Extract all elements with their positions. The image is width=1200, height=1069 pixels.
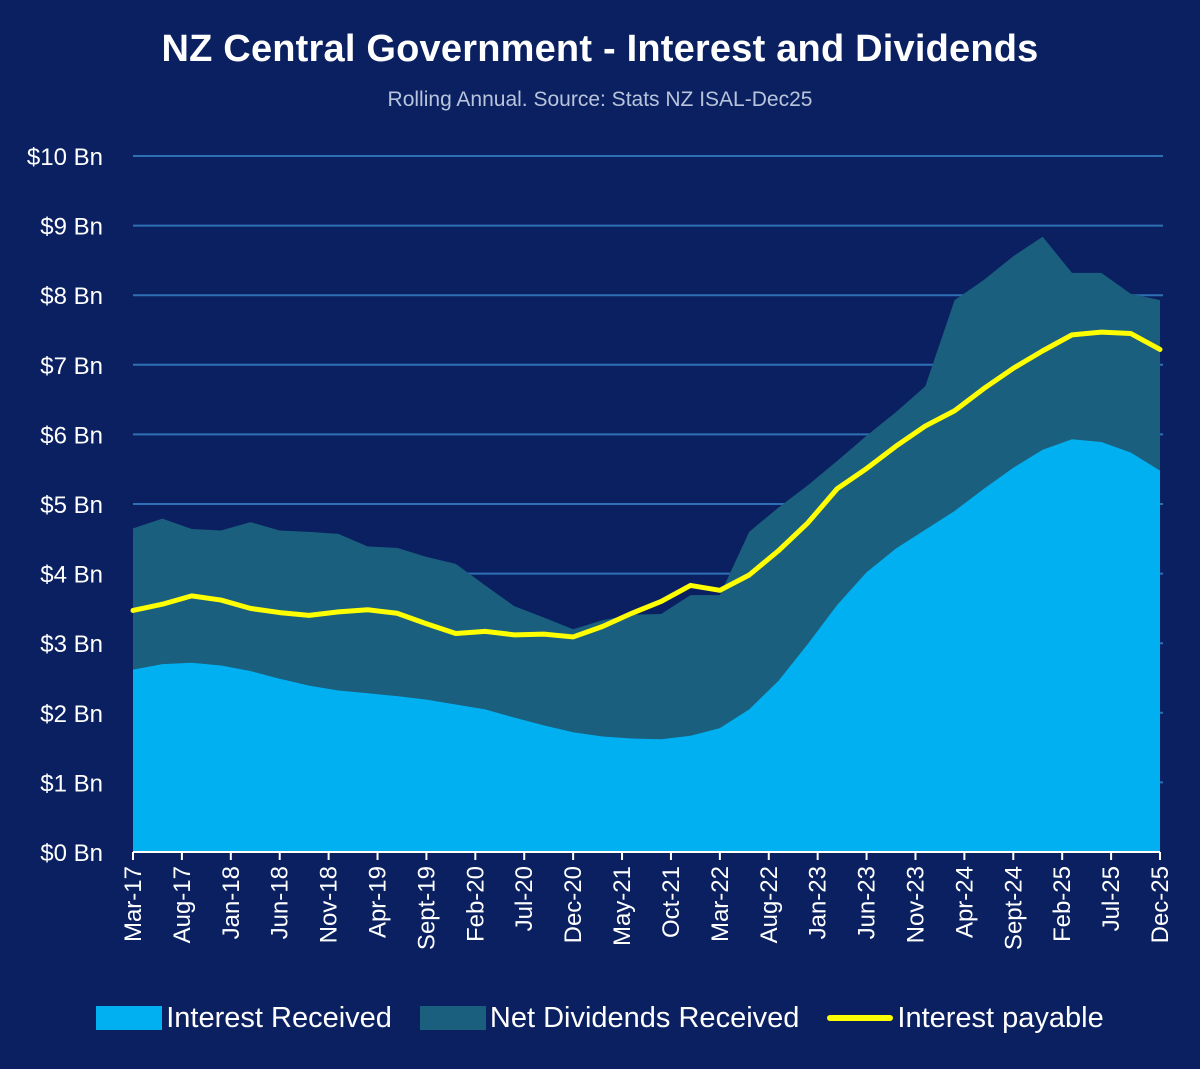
- axes: [132, 851, 1161, 860]
- y-tick-label: $1 Bn: [40, 770, 103, 797]
- x-tick-label: Aug-17: [169, 866, 196, 943]
- x-axis-tick-labels: Mar-17 Aug-17 Jan-18 Jun-18 Nov-18 Apr-19 Sept…: [120, 866, 1174, 950]
- x-tick-label: Nov-23: [902, 866, 929, 943]
- y-tick-label: $7 Bn: [40, 353, 103, 380]
- legend-item-net-dividends: Net Dividends Received: [419, 1001, 800, 1035]
- legend-swatch-interest-received: [96, 1006, 163, 1030]
- x-tick-label: Nov-18: [316, 866, 343, 943]
- y-tick-label: $2 Bn: [40, 701, 103, 728]
- x-tick-label: Jun-18: [267, 866, 294, 939]
- x-tick-label: Dec-25: [1147, 866, 1174, 943]
- legend: Interest Received Net Dividends Received…: [0, 998, 1200, 1038]
- legend-label-interest-payable: Interest payable: [897, 1001, 1104, 1034]
- y-tick-label: $9 Bn: [40, 214, 103, 241]
- x-tick-label: Mar-22: [707, 866, 734, 942]
- x-tick-label: Jul-20: [511, 866, 538, 931]
- area-interest-received: [133, 439, 1160, 852]
- x-tick-label: Feb-20: [462, 866, 489, 942]
- y-tick-label: $4 Bn: [40, 562, 103, 589]
- line-series: [130, 329, 1163, 640]
- x-tick-label: Jan-18: [218, 866, 245, 939]
- legend-line-interest-payable: [827, 1015, 894, 1021]
- x-tick-label: Feb-25: [1049, 866, 1076, 942]
- area-series: [133, 236, 1160, 853]
- legend-item-interest-payable: Interest payable: [827, 1001, 1104, 1035]
- x-tick-label: Apr-19: [365, 866, 392, 938]
- legend-label-net-dividends: Net Dividends Received: [489, 1001, 800, 1034]
- x-tick-label: Mar-17: [120, 866, 147, 942]
- x-tick-label: Jan-23: [805, 866, 832, 939]
- y-tick-label: $10 Bn: [27, 144, 103, 171]
- y-axis-tick-labels: $0 Bn $1 Bn $2 Bn $3 Bn $4 Bn $5 Bn $6 Bn $7 Bn…: [27, 144, 103, 867]
- chart-subtitle: Rolling Annual. Source: Stats NZ ISAL-De…: [387, 88, 813, 111]
- y-tick-label: $6 Bn: [40, 422, 103, 449]
- x-tick-label: Aug-22: [756, 866, 783, 943]
- y-tick-label: $3 Bn: [40, 631, 103, 658]
- y-tick-label: $0 Bn: [40, 840, 103, 867]
- chart-title: NZ Central Government - Interest and Div…: [161, 28, 1039, 70]
- x-tick-label: Dec-20: [560, 866, 587, 943]
- x-tick-label: Jun-23: [854, 866, 881, 939]
- x-tick-label: Sept-24: [1000, 866, 1027, 950]
- y-tick-label: $8 Bn: [40, 283, 103, 310]
- x-tick-label: Apr-24: [951, 866, 978, 938]
- legend-label-interest-received: Interest Received: [166, 1001, 392, 1034]
- y-tick-label: $5 Bn: [40, 492, 103, 519]
- x-tick-label: Sept-19: [413, 866, 440, 950]
- x-tick-label: May-21: [609, 866, 636, 946]
- legend-swatch-net-dividends: [419, 1006, 486, 1030]
- legend-item-interest-received: Interest Received: [96, 1002, 392, 1035]
- x-tick-label: Jul-25: [1098, 866, 1125, 931]
- line-interest-payable: [130, 329, 1163, 640]
- x-tick-label: Oct-21: [658, 866, 685, 938]
